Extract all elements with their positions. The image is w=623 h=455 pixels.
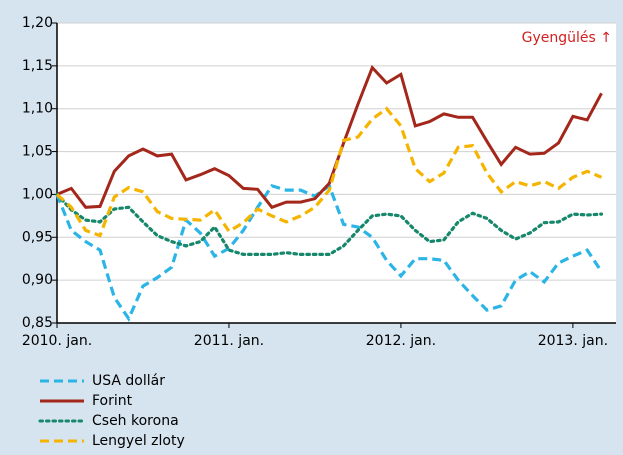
series-line	[55, 183, 603, 323]
y-tick-label: 0,85	[22, 315, 53, 331]
x-tick-label: 2011. jan.	[194, 333, 264, 349]
y-tick-label: 1,10	[22, 101, 53, 117]
series-line	[55, 106, 603, 238]
y-tick-label: 1,20	[22, 15, 53, 31]
x-tick-label: 2012. jan.	[366, 333, 436, 349]
legend-label: Cseh korona	[92, 413, 179, 429]
x-tick-label: 2013. jan.	[538, 333, 608, 349]
y-tick-label: 1,00	[22, 186, 53, 202]
annotation: Gyengülés ↑	[522, 30, 612, 46]
legend-label: Forint	[92, 393, 133, 409]
y-tick-label: 1,05	[22, 144, 53, 160]
series-line	[56, 64, 603, 210]
y-tick-label: 1,15	[22, 58, 53, 74]
series-line	[55, 192, 604, 256]
x-tick-label: 2010. jan.	[22, 333, 92, 349]
y-tick-label: 0,90	[22, 272, 53, 288]
legend-label: Lengyel zloty	[92, 433, 185, 449]
plot-area	[57, 23, 616, 323]
legend-label: USA dollár	[92, 373, 165, 389]
y-tick-label: 0,95	[22, 229, 53, 245]
